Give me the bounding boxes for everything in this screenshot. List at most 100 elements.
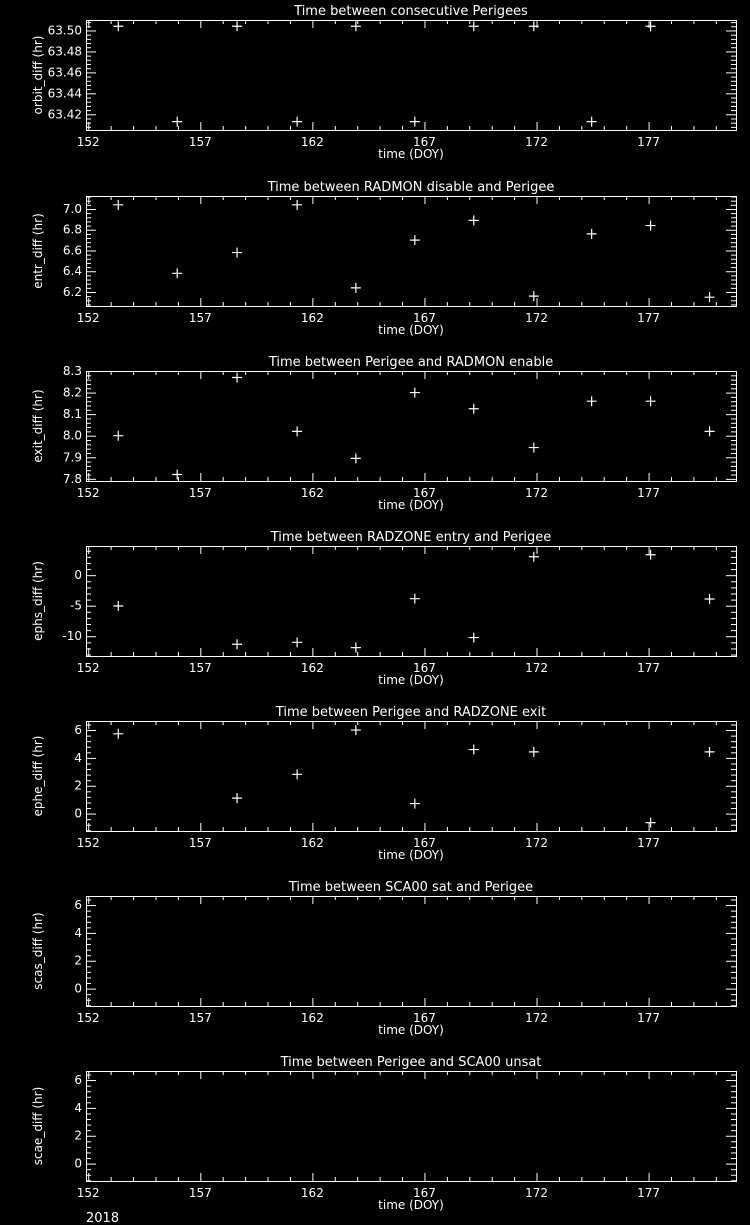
- x-tick-label: 162: [301, 135, 324, 149]
- x-tick-label: 172: [525, 661, 548, 675]
- x-tick-label: 172: [525, 486, 548, 500]
- data-point: [292, 769, 303, 780]
- panel-6: Time between SCA00 sat and Perigee time (…: [31, 880, 737, 1037]
- x-axis-label: time (DOY): [378, 1198, 444, 1212]
- x-tick-label: 152: [77, 135, 100, 149]
- x-tick-label: 157: [189, 1186, 212, 1200]
- y-tick-label: 6: [74, 898, 82, 912]
- y-tick-label: 6.6: [63, 243, 82, 257]
- x-tick-label: 167: [413, 836, 436, 850]
- x-tick-label: 152: [77, 486, 100, 500]
- data-point: [645, 817, 656, 828]
- data-point: [113, 199, 124, 210]
- x-tick-label: 157: [189, 311, 212, 325]
- y-tick-label: 7.0: [63, 202, 82, 216]
- data-point: [350, 21, 361, 32]
- data-point: [113, 728, 124, 739]
- data-point: [232, 639, 243, 650]
- x-tick-label: 172: [525, 311, 548, 325]
- y-axis-label: ephs_diff (hr): [31, 561, 45, 641]
- x-tick-label: 157: [189, 135, 212, 149]
- data-point: [645, 21, 656, 32]
- x-tick-label: 177: [637, 486, 660, 500]
- y-tick-label: 6: [74, 1073, 82, 1087]
- y-axis-label: scas_diff (hr): [31, 912, 45, 989]
- y-tick-label: 7.8: [63, 472, 82, 486]
- y-tick-label: 8.0: [63, 429, 82, 443]
- plot-frame: [86, 1071, 737, 1182]
- y-axis-label: orbit_diff (hr): [31, 36, 45, 115]
- y-tick-label: 2: [74, 954, 82, 968]
- y-axis-label: scae_diff (hr): [31, 1087, 45, 1166]
- panel-5: Time between Perigee and RADZONE exit tim…: [31, 705, 737, 862]
- data-point: [528, 551, 539, 562]
- x-tick-label: 167: [413, 486, 436, 500]
- x-tick-label: 167: [413, 1186, 436, 1200]
- data-point: [113, 601, 124, 612]
- data-point: [704, 746, 715, 757]
- data-point: [704, 593, 715, 604]
- x-axis-label: time (DOY): [378, 498, 444, 512]
- y-tick-label: 0: [74, 568, 82, 582]
- plot-frame: [86, 721, 737, 832]
- x-tick-label: 157: [189, 836, 212, 850]
- data-point: [409, 387, 420, 398]
- data-point: [350, 453, 361, 464]
- x-axis-label: time (DOY): [378, 673, 444, 687]
- data-point: [468, 632, 479, 643]
- x-tick-label: 172: [525, 1011, 548, 1025]
- x-tick-label: 157: [189, 661, 212, 675]
- x-tick-label: 162: [301, 311, 324, 325]
- data-point: [468, 215, 479, 226]
- y-axis-label: exit_diff (hr): [31, 389, 45, 462]
- x-tick-label: 167: [413, 135, 436, 149]
- x-tick-label: 157: [189, 486, 212, 500]
- data-point: [232, 247, 243, 258]
- y-axis-label: ephe_diff (hr): [31, 736, 45, 817]
- data-point: [586, 116, 597, 127]
- data-point: [350, 725, 361, 736]
- chart-title: Time between Perigee and RADZONE exit: [275, 705, 546, 720]
- panel-1: Time between consecutive Perigees time (D…: [31, 4, 737, 161]
- plot-frame: [86, 196, 737, 307]
- x-tick-label: 177: [637, 1011, 660, 1025]
- data-point: [645, 549, 656, 560]
- data-point: [468, 21, 479, 32]
- y-tick-label: 8.2: [63, 386, 82, 400]
- y-axis-label: entr_diff (hr): [31, 213, 45, 289]
- y-tick-label: -5: [70, 599, 82, 613]
- y-tick-label: 7.9: [63, 450, 82, 464]
- data-point: [292, 426, 303, 437]
- data-point: [172, 469, 183, 480]
- x-tick-label: 172: [525, 135, 548, 149]
- y-tick-label: 6.8: [63, 223, 82, 237]
- y-tick-label: 63.42: [48, 107, 82, 121]
- x-tick-label: 152: [77, 1011, 100, 1025]
- y-tick-label: 63.46: [48, 65, 82, 79]
- data-point: [704, 292, 715, 303]
- y-tick-label: 8.3: [63, 364, 82, 378]
- y-tick-label: 4: [74, 1101, 82, 1115]
- data-point: [232, 372, 243, 383]
- data-point: [468, 403, 479, 414]
- chart-title: Time between Perigee and RADMON enable: [268, 355, 553, 370]
- x-tick-label: 152: [77, 311, 100, 325]
- y-tick-label: 0: [74, 982, 82, 996]
- data-point: [409, 798, 420, 809]
- data-point: [172, 116, 183, 127]
- y-tick-label: 6: [74, 723, 82, 737]
- x-tick-label: 152: [77, 661, 100, 675]
- y-tick-label: 63.50: [48, 23, 82, 37]
- chart-title: Time between RADMON disable and Perigee: [267, 180, 555, 195]
- x-tick-label: 152: [77, 836, 100, 850]
- chart-title: Time between consecutive Perigees: [293, 4, 528, 19]
- chart-title: Time between Perigee and SCA00 unsat: [280, 1055, 542, 1070]
- x-tick-label: 162: [301, 836, 324, 850]
- plot-frame: [86, 371, 737, 482]
- data-point: [350, 642, 361, 653]
- data-point: [292, 199, 303, 210]
- x-tick-label: 162: [301, 486, 324, 500]
- panel-7: Time between Perigee and SCA00 unsat time…: [31, 1055, 737, 1212]
- x-tick-label: 172: [525, 1186, 548, 1200]
